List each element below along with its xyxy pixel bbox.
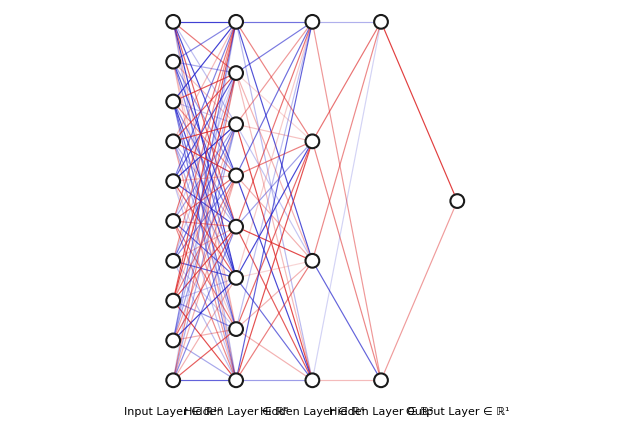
Circle shape: [229, 374, 243, 387]
Text: Hidden Layer ∈ ℝ²: Hidden Layer ∈ ℝ²: [329, 407, 433, 417]
Circle shape: [229, 220, 243, 233]
Circle shape: [229, 322, 243, 336]
Text: Input Layer ∈ ℝ¹⁰: Input Layer ∈ ℝ¹⁰: [124, 407, 222, 417]
Circle shape: [229, 15, 243, 29]
Circle shape: [166, 15, 180, 29]
Circle shape: [229, 117, 243, 131]
Circle shape: [166, 334, 180, 347]
Text: Hidden Layer ∈ ℝ⁸: Hidden Layer ∈ ℝ⁸: [184, 407, 288, 417]
Text: Output Layer ∈ ℝ¹: Output Layer ∈ ℝ¹: [406, 407, 509, 417]
Circle shape: [166, 55, 180, 68]
Circle shape: [229, 271, 243, 285]
Circle shape: [305, 134, 319, 148]
Circle shape: [451, 194, 464, 208]
Circle shape: [166, 254, 180, 268]
Circle shape: [305, 254, 319, 268]
Circle shape: [166, 134, 180, 148]
Circle shape: [166, 214, 180, 228]
Circle shape: [166, 174, 180, 188]
Text: Hidden Layer ∈ ℝ⁴: Hidden Layer ∈ ℝ⁴: [260, 407, 365, 417]
Circle shape: [166, 294, 180, 308]
Circle shape: [229, 66, 243, 80]
Circle shape: [374, 15, 388, 29]
Circle shape: [374, 374, 388, 387]
Circle shape: [305, 15, 319, 29]
Circle shape: [229, 169, 243, 182]
Circle shape: [166, 95, 180, 108]
Circle shape: [305, 374, 319, 387]
Circle shape: [166, 374, 180, 387]
